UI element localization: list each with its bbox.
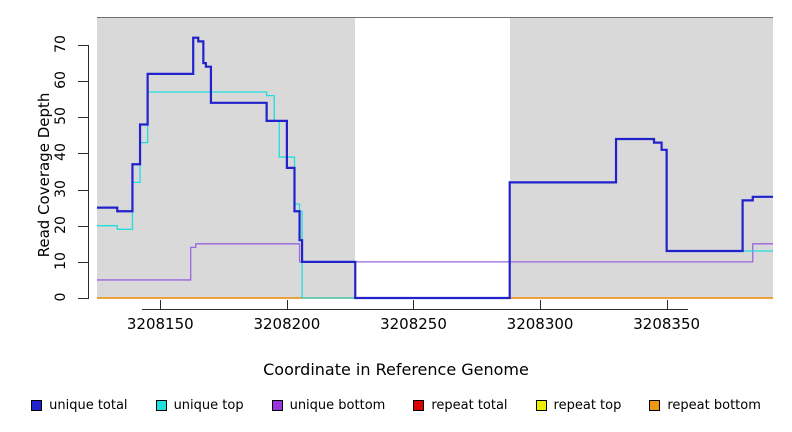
- legend-label: repeat total: [431, 398, 508, 413]
- y-axis-line: [88, 45, 89, 299]
- y-axis-tick-label: 30: [53, 179, 69, 198]
- legend-swatch-icon: [413, 400, 425, 411]
- legend-swatch-icon: [535, 400, 547, 411]
- x-axis-tick-label: 3208150: [126, 315, 194, 333]
- x-axis-tick: [413, 300, 415, 310]
- x-axis-line: [142, 309, 688, 310]
- legend-swatch-icon: [649, 400, 661, 411]
- x-axis-tick-label: 3208300: [506, 315, 574, 333]
- legend-label: unique top: [173, 398, 244, 413]
- legend-item[interactable]: repeat total: [413, 398, 508, 413]
- legend-swatch-icon: [271, 400, 283, 411]
- legend-item[interactable]: repeat top: [535, 398, 622, 413]
- x-axis-tick: [160, 300, 162, 310]
- y-axis-tick: [78, 117, 89, 119]
- shaded-region: [509, 18, 773, 298]
- x-axis-tick-label: 3208350: [633, 315, 701, 333]
- y-axis-tick: [78, 153, 89, 155]
- legend-swatch-icon: [31, 400, 43, 411]
- plot-area: [97, 18, 773, 298]
- legend-item[interactable]: unique top: [155, 398, 244, 413]
- y-axis-tick-label: 0: [53, 292, 69, 302]
- x-axis-tick-label: 3208250: [380, 315, 447, 333]
- x-axis-tick: [540, 300, 542, 310]
- y-axis-tick-label: 10: [53, 251, 69, 270]
- legend-label: unique total: [49, 398, 128, 413]
- x-axis-tick: [666, 300, 668, 310]
- legend-label: repeat top: [553, 398, 622, 413]
- y-axis-tick-label: 70: [53, 35, 69, 53]
- legend-label: unique bottom: [289, 398, 386, 413]
- y-axis-tick: [78, 298, 89, 299]
- plot-top-rule: [97, 17, 773, 18]
- x-axis-title: Coordinate in Reference Genome: [263, 360, 529, 379]
- x-axis-tick: [286, 300, 288, 310]
- y-axis-tick: [78, 189, 89, 191]
- y-axis-title: Read Coverage Depth: [35, 92, 53, 258]
- legend-swatch-icon: [155, 400, 167, 411]
- chart-legend: unique total unique top unique bottom repea…: [0, 398, 792, 413]
- y-axis-tick: [78, 261, 89, 263]
- shaded-region: [97, 18, 356, 298]
- y-axis-tick-label: 40: [53, 143, 69, 162]
- y-axis-tick: [78, 45, 89, 46]
- y-axis-tick: [78, 225, 89, 227]
- y-axis-tick-label: 50: [53, 107, 69, 126]
- legend-item[interactable]: unique bottom: [271, 398, 386, 413]
- legend-item[interactable]: unique total: [31, 398, 128, 413]
- legend-label: repeat bottom: [667, 398, 761, 413]
- x-axis-tick-label: 3208200: [253, 315, 321, 333]
- legend-item[interactable]: repeat bottom: [649, 398, 761, 413]
- y-axis-tick-label: 20: [53, 215, 69, 234]
- y-axis-tick-label: 60: [53, 71, 69, 90]
- y-axis-tick: [78, 81, 89, 83]
